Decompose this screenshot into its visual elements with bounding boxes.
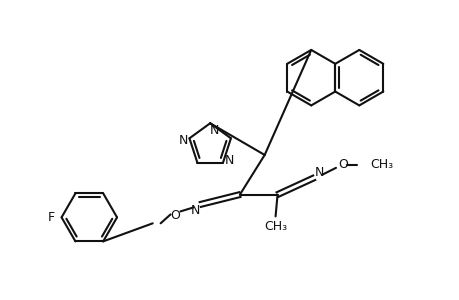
Text: O: O — [170, 209, 180, 222]
Text: O: O — [337, 158, 347, 171]
Text: N: N — [209, 124, 218, 137]
Text: F: F — [47, 211, 55, 224]
Text: N: N — [314, 166, 323, 179]
Text: CH₃: CH₃ — [263, 220, 286, 233]
Text: N: N — [224, 154, 233, 167]
Text: N: N — [190, 204, 200, 217]
Text: N: N — [179, 134, 188, 147]
Text: CH₃: CH₃ — [370, 158, 393, 171]
